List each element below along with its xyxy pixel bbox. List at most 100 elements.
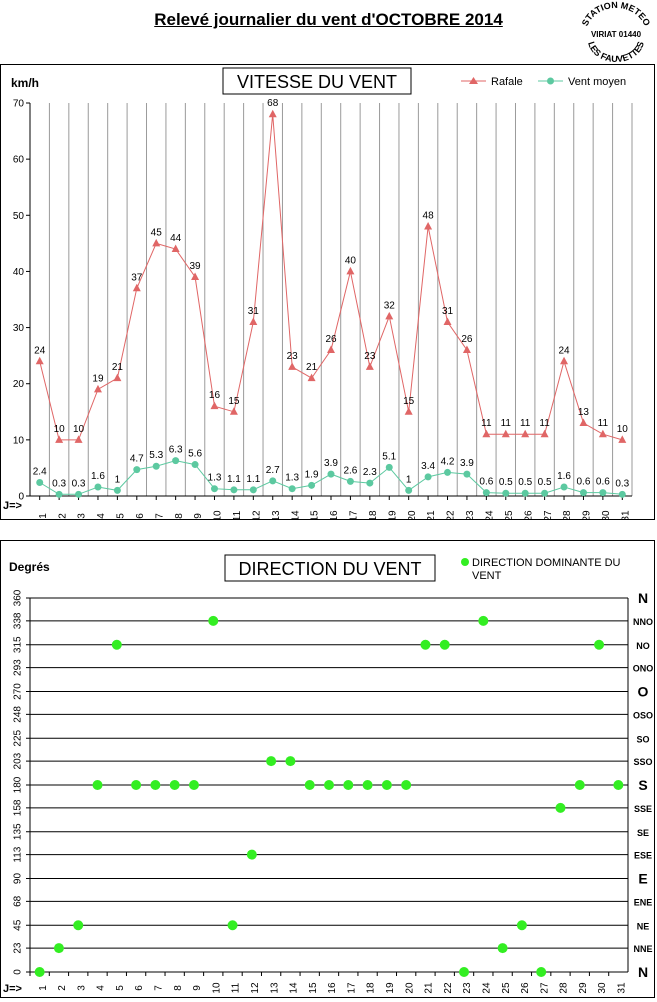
x-tick-label: 7 — [154, 513, 165, 519]
vent-moyen-point — [249, 486, 257, 494]
y-tick-label: 360 — [13, 589, 24, 606]
chart-title-box — [222, 67, 412, 95]
vent-moyen-data-label: 0.6 — [596, 477, 610, 488]
x-tick-label: 29 — [578, 982, 589, 994]
x-tick-label: 5 — [115, 985, 126, 991]
x-tick-label: 2 — [57, 513, 68, 519]
rafale-point — [501, 429, 510, 438]
y-tick-label: 0 — [18, 492, 24, 503]
y-tick-label: 293 — [13, 659, 24, 676]
vent-moyen-data-label: 3.9 — [324, 458, 338, 469]
vent-moyen-data-label: 2.4 — [33, 467, 47, 478]
x-tick-label: 26 — [520, 982, 531, 994]
y-axis-label: Degrés — [9, 560, 50, 574]
rafale-data-label: 13 — [578, 407, 590, 418]
direction-point — [304, 780, 315, 790]
rafale-data-label: 23 — [364, 351, 376, 362]
svg-text:STATION METEO: STATION METEO — [580, 0, 652, 27]
vent-moyen-point — [113, 486, 121, 494]
vent-moyen-data-label: 6.3 — [169, 445, 183, 456]
direction-chart-panel: 0 N 23 NNE 45 NE 68 ENE 90 E 113 ESE 135 SE 158 SSE 180 S… — [0, 540, 655, 998]
svg-text:LES FAUVETTES: LES FAUVETTES — [586, 40, 646, 64]
rafale-data-label: 39 — [190, 261, 202, 272]
x-tick-label: 14 — [289, 982, 300, 994]
y-tick-label: 40 — [13, 267, 25, 278]
y-tick-label: 23 — [13, 942, 24, 954]
y-tick-label: 20 — [13, 379, 25, 390]
y-tick-label: 68 — [13, 895, 24, 907]
y-axis-label: km/h — [11, 76, 39, 90]
rafale-data-label: 68 — [267, 98, 279, 109]
direction-point — [516, 920, 527, 931]
x-tick-label: 11 — [231, 982, 242, 993]
direction-point — [34, 967, 45, 977]
direction-point — [266, 756, 277, 767]
x-tick-label: 5 — [116, 513, 127, 519]
rafale-point — [35, 356, 44, 365]
x-tick-label: 22 — [443, 982, 454, 994]
direction-label: N — [638, 964, 648, 980]
vent-moyen-point — [308, 481, 316, 489]
x-tick-label: 13 — [271, 510, 282, 519]
vent-moyen-point — [230, 486, 238, 494]
direction-point — [555, 802, 566, 813]
x-tick-label: 28 — [562, 510, 573, 519]
vent-moyen-point — [521, 489, 529, 497]
y-tick-label: 50 — [13, 211, 25, 222]
direction-point — [53, 943, 64, 954]
rafale-point — [288, 362, 297, 370]
rafale-point — [385, 311, 394, 320]
y-tick-label: 180 — [13, 776, 24, 793]
vent-moyen-data-label: 3.9 — [460, 458, 474, 469]
x-tick-label: 4 — [96, 985, 107, 991]
rafale-point — [462, 345, 471, 354]
vent-moyen-point — [444, 468, 452, 476]
vent-moyen-point — [405, 486, 413, 494]
x-axis-label: J=> — [3, 500, 22, 512]
rafale-data-label: 21 — [112, 362, 124, 373]
rafale-data-label: 48 — [423, 211, 435, 222]
vent-moyen-point — [269, 477, 277, 485]
y-tick-label: 315 — [13, 636, 24, 653]
rafale-data-label: 11 — [501, 418, 512, 429]
direction-point — [459, 967, 470, 977]
direction-label: OSO — [633, 710, 653, 720]
x-tick-label: 12 — [251, 510, 262, 519]
vent-moyen-data-label: 1.6 — [91, 471, 105, 482]
vent-moyen-point — [36, 479, 44, 487]
legend-moyen-label: Vent moyen — [568, 76, 626, 88]
rafale-point — [618, 435, 627, 443]
rafale-data-label: 10 — [73, 424, 85, 435]
vent-moyen-data-label: 4.2 — [441, 456, 455, 467]
direction-label: NE — [637, 921, 650, 931]
vent-moyen-point — [346, 477, 354, 485]
direction-label: SSO — [633, 757, 652, 767]
direction-point — [169, 780, 180, 790]
stamp-top-text: STATION METEO — [580, 0, 652, 27]
x-tick-label: 14 — [290, 510, 301, 519]
rafale-data-label: 31 — [442, 306, 454, 317]
vent-moyen-data-label: 1 — [406, 474, 412, 485]
vent-moyen-point — [502, 489, 510, 497]
x-tick-label: 10 — [213, 510, 224, 519]
vent-moyen-data-label: 1.3 — [208, 473, 222, 484]
x-tick-label: 4 — [96, 513, 107, 519]
direction-label: N — [638, 590, 648, 606]
legend-moyen-marker — [547, 77, 554, 85]
x-tick-label: 22 — [446, 510, 457, 519]
direction-point — [574, 780, 585, 790]
y-tick-label: 10 — [13, 435, 25, 446]
rafale-data-label: 26 — [325, 334, 337, 345]
vent-moyen-point — [579, 489, 587, 497]
x-tick-label: 7 — [154, 985, 165, 991]
y-tick-label: 248 — [13, 706, 24, 723]
rafale-point — [55, 435, 64, 443]
x-tick-label: 26 — [523, 510, 534, 519]
vent-moyen-data-label: 1.6 — [557, 471, 571, 482]
vent-moyen-data-label: 0.5 — [518, 477, 532, 488]
legend-direction-marker — [461, 558, 469, 566]
x-tick-label: 3 — [77, 513, 88, 519]
x-tick-label: 20 — [404, 982, 415, 994]
vent-moyen-data-label: 2.7 — [266, 465, 280, 476]
